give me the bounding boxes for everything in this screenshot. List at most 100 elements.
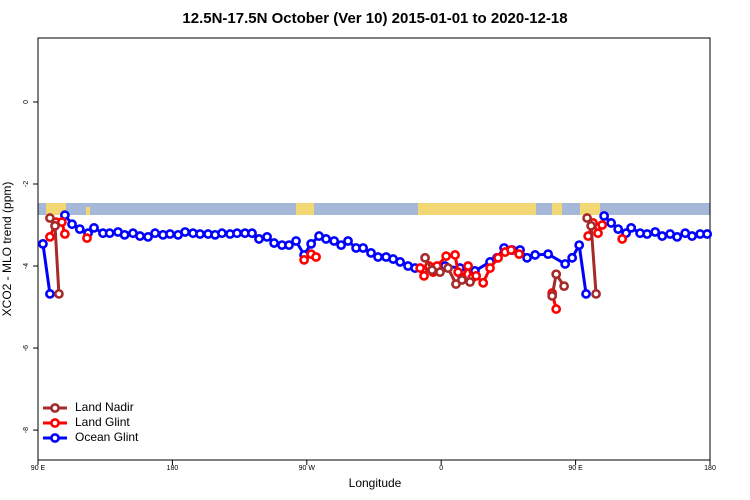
data-point — [299, 254, 310, 265]
data-point — [567, 252, 578, 263]
legend-marker — [50, 433, 60, 443]
data-point — [650, 227, 661, 237]
x-tick-label: 90 E — [31, 465, 46, 472]
data-point — [420, 252, 430, 263]
data-point — [457, 275, 467, 285]
data-point — [626, 222, 637, 233]
data-point — [441, 251, 452, 262]
data-point — [574, 240, 585, 251]
map-strip — [38, 203, 710, 215]
data-point — [597, 220, 608, 230]
data-point — [617, 234, 628, 244]
land-patch — [580, 203, 600, 215]
data-point — [217, 228, 227, 239]
data-point — [522, 252, 532, 263]
data-point — [493, 252, 503, 263]
data-point — [336, 240, 347, 251]
data-point — [443, 263, 453, 273]
legend-label: Ocean Glint — [75, 430, 139, 444]
legend-label: Land Nadir — [75, 400, 134, 414]
y-tick-label: -6 — [23, 345, 30, 351]
data-point — [514, 249, 525, 260]
data-point — [247, 228, 257, 239]
data-point — [150, 228, 160, 239]
data-point — [593, 228, 603, 239]
data-point — [485, 263, 495, 273]
data-point — [471, 270, 482, 281]
data-point — [551, 269, 562, 280]
data-point — [506, 245, 516, 255]
data-point — [50, 220, 60, 231]
data-point — [284, 240, 294, 251]
data-point — [67, 219, 77, 230]
data-point — [642, 229, 653, 239]
data-point — [195, 229, 205, 239]
x-tick-label: 0 — [439, 465, 443, 472]
data-point — [45, 289, 55, 299]
data-point — [530, 250, 541, 260]
plot-frame — [37, 37, 711, 461]
data-point — [343, 236, 353, 246]
data-point — [395, 257, 406, 267]
data-point — [329, 236, 340, 246]
data-point — [551, 304, 562, 314]
data-point — [165, 229, 175, 239]
data-point — [450, 250, 460, 260]
data-point — [415, 263, 426, 273]
data-point — [45, 232, 55, 242]
ocean-strip — [38, 203, 710, 215]
x-axis-label: Longitude — [349, 476, 402, 490]
data-point — [366, 247, 376, 258]
y-tick-label: -8 — [23, 427, 30, 433]
data-point — [582, 213, 592, 223]
land-patch — [296, 203, 314, 215]
y-axis-label: XCO2 - MLO trend (ppm) — [0, 182, 14, 317]
data-point — [547, 291, 558, 301]
data-point — [581, 289, 591, 299]
data-point — [38, 238, 48, 249]
data-point — [687, 231, 697, 241]
y-tick-label: 0 — [23, 100, 30, 104]
land-patch — [46, 203, 66, 215]
data-point — [463, 261, 473, 271]
data-point — [232, 228, 242, 239]
data-point — [135, 231, 145, 241]
data-point — [89, 222, 99, 233]
data-point — [606, 218, 617, 228]
x-tick-label: 180 — [704, 465, 716, 472]
data-point — [586, 220, 597, 231]
data-point — [59, 229, 70, 239]
data-point — [306, 238, 317, 249]
data-point — [119, 229, 130, 240]
data-point — [560, 259, 571, 269]
land-patch — [418, 203, 536, 215]
data-point — [180, 227, 190, 237]
data-point — [599, 211, 610, 221]
data-point — [143, 232, 153, 242]
legend-label: Land Glint — [75, 415, 130, 429]
series-line — [41, 243, 52, 295]
x-tick-label: 180 — [167, 465, 179, 472]
data-point — [427, 265, 437, 276]
data-point — [311, 252, 321, 262]
data-point — [478, 277, 489, 288]
data-point — [373, 252, 383, 262]
legend-marker — [50, 403, 60, 413]
data-point — [613, 224, 624, 235]
data-point — [269, 238, 279, 248]
data-point — [74, 224, 85, 235]
data-point — [262, 232, 272, 242]
land-patch — [552, 203, 562, 215]
data-point — [543, 249, 554, 260]
data-point — [82, 233, 92, 244]
data-point — [321, 234, 331, 244]
y-tick-label: -2 — [23, 181, 30, 187]
chart-title: 12.5N-17.5N October (Ver 10) 2015-01-01 … — [182, 10, 567, 27]
data-point — [419, 270, 429, 281]
data-point — [672, 232, 683, 242]
data-point — [591, 289, 601, 299]
x-tick-label: 90 E — [568, 465, 583, 472]
data-point — [254, 234, 264, 244]
